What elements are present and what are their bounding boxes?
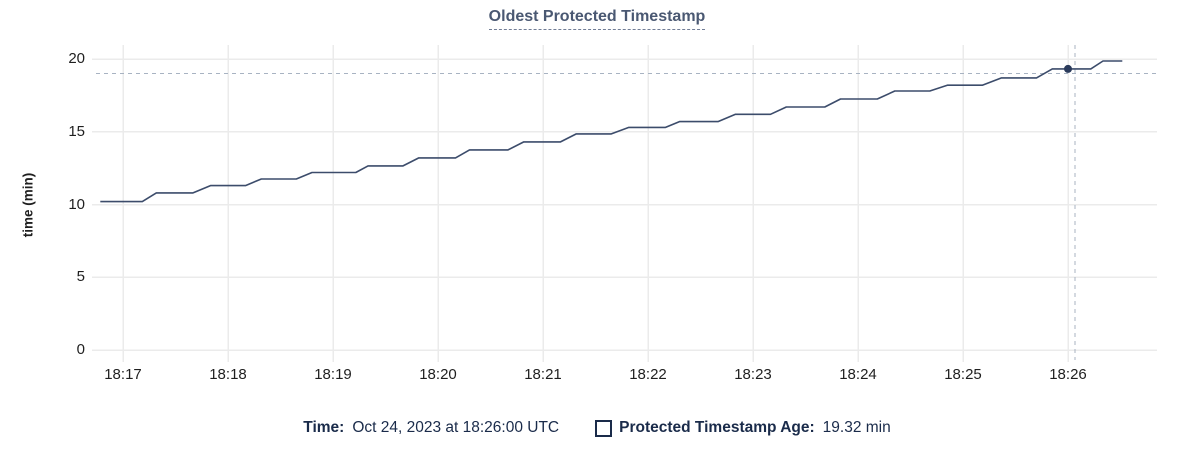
- y-tick-label: 15: [68, 122, 85, 140]
- y-tick-label: 10: [68, 195, 85, 213]
- x-tick-label: 18:19: [314, 366, 352, 383]
- series-line: [100, 60, 1123, 203]
- x-tick-label: 18:22: [629, 366, 667, 383]
- y-tick-label: 0: [76, 341, 85, 358]
- legend-series-value: 19.32 min: [822, 419, 891, 436]
- x-tick-label: 18:24: [839, 366, 877, 383]
- x-tick-label: 18:18: [209, 366, 247, 383]
- x-tick-label: 18:26: [1049, 366, 1087, 383]
- chart-title[interactable]: Oldest Protected Timestamp: [488, 8, 706, 30]
- legend-series-label[interactable]: Protected Timestamp Age:: [619, 419, 815, 436]
- x-tick-label: 18:21: [524, 366, 562, 383]
- x-tick-label: 18:25: [944, 366, 982, 383]
- x-tick-label: 18:23: [734, 366, 772, 383]
- y-tick-label: 20: [68, 50, 85, 67]
- hover-point-dot: [1064, 64, 1072, 73]
- series-swatch[interactable]: [595, 419, 613, 437]
- chart-title-row: Oldest Protected Timestamp: [0, 8, 1194, 30]
- legend-time-value: Oct 24, 2023 at 18:26:00 UTC: [352, 419, 560, 436]
- y-axis-title: time (min): [20, 172, 36, 238]
- chart-legend: Time: Oct 24, 2023 at 18:26:00 UTC Prote…: [0, 419, 1194, 437]
- x-tick-label: 18:20: [419, 366, 457, 383]
- x-tick-label: 18:17: [104, 366, 142, 383]
- y-tick-label: 5: [76, 268, 85, 286]
- legend-time-label: Time:: [303, 419, 345, 436]
